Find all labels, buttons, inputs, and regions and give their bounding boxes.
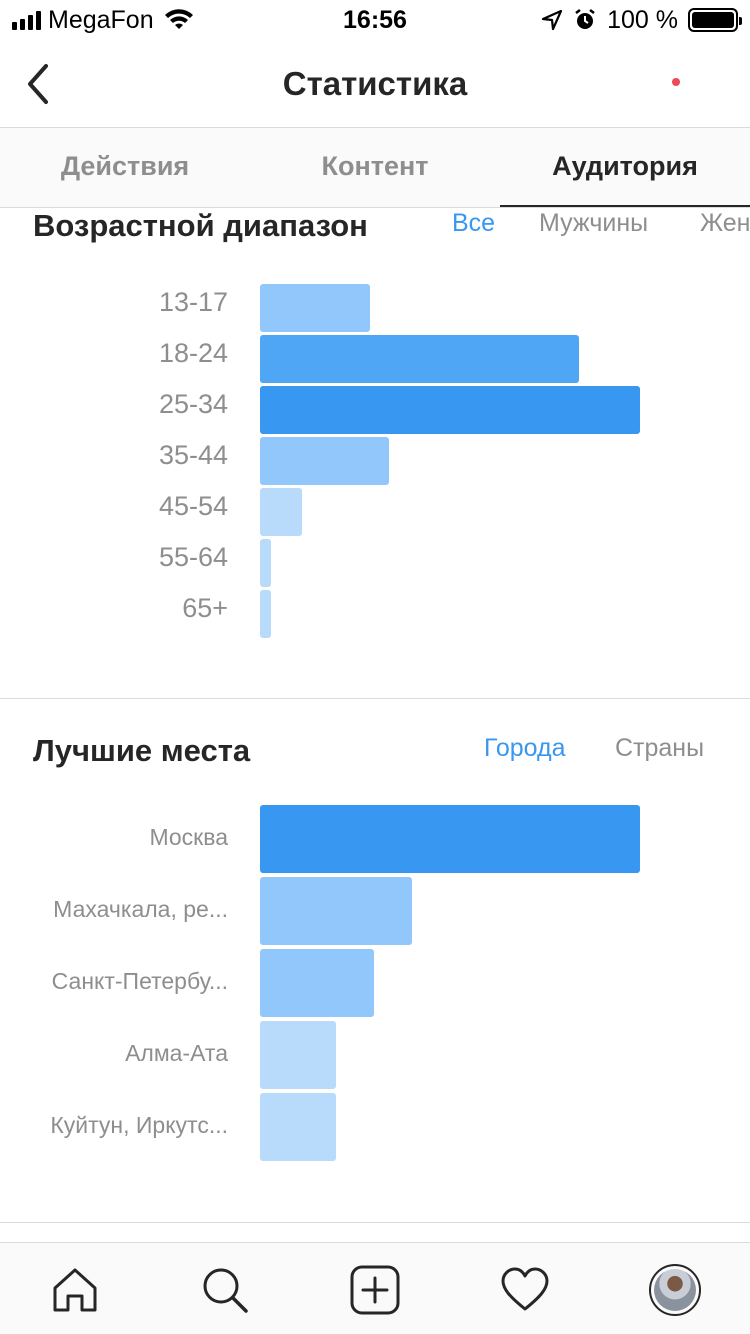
age-bar (260, 284, 370, 332)
city-bar-label: Алма-Ата (125, 1040, 228, 1066)
filter-all[interactable]: Все (452, 209, 496, 237)
age-bar-label: 35-44 (158, 440, 228, 470)
city-bar (260, 1093, 336, 1161)
city-bar-label: Санкт-Петербу... (51, 968, 228, 994)
age-bar-label: 13-17 (158, 287, 228, 317)
age-section-title: Возрастной диапазон (33, 208, 368, 243)
battery-percent: 100 % (607, 6, 678, 34)
section-divider (0, 698, 750, 699)
filter-cities[interactable]: Города (484, 734, 566, 762)
age-bar (260, 539, 271, 587)
filter-countries[interactable]: Страны (615, 734, 705, 762)
age-bar (260, 590, 271, 638)
city-bar (260, 805, 640, 873)
carrier-name: MegaFon (48, 6, 154, 34)
battery-icon (688, 8, 742, 32)
profile-button[interactable] (648, 1263, 702, 1317)
back-button[interactable] (20, 60, 64, 108)
tab-audience[interactable]: Аудитория (500, 128, 750, 207)
status-bar: MegaFon 16:56 100 % (0, 0, 750, 40)
tab-content[interactable]: Контент (321, 151, 429, 181)
age-bar-label: 18-24 (158, 338, 228, 368)
alarm-icon (575, 9, 595, 29)
city-bar (260, 1021, 336, 1089)
age-bar (260, 386, 640, 434)
tab-actions[interactable]: Действия (60, 151, 190, 181)
status-time: 16:56 (343, 6, 407, 34)
home-icon (53, 1268, 97, 1312)
new-post-button[interactable] (348, 1263, 402, 1317)
page-title: Статистика (282, 65, 468, 102)
bottom-tab-bar (0, 1242, 750, 1334)
heart-icon (501, 1267, 549, 1311)
add-post-icon (350, 1265, 400, 1315)
status-right: 100 % (541, 6, 742, 34)
home-button[interactable] (48, 1263, 102, 1317)
search-icon (203, 1268, 248, 1313)
places-section-title: Лучшие места (33, 733, 251, 768)
notification-dot (672, 78, 680, 86)
tab-bar: Действия Контент Аудитория (0, 128, 750, 208)
city-bar-label: Махачкала, ре... (53, 896, 228, 922)
chevron-left-icon (28, 64, 48, 104)
wifi-icon (164, 9, 193, 29)
age-bar-label: 55-64 (158, 542, 228, 572)
search-button[interactable] (198, 1263, 252, 1317)
filter-men[interactable]: Мужчины (539, 209, 649, 237)
age-bar-label: 25-34 (158, 389, 228, 419)
city-bar (260, 877, 412, 945)
activity-button[interactable] (498, 1263, 552, 1317)
age-bar-label: 45-54 (158, 491, 228, 521)
city-bar-label: Москва (149, 824, 228, 850)
age-bar (260, 488, 302, 536)
age-bar (260, 437, 389, 485)
section-divider (0, 1222, 750, 1223)
status-left: MegaFon (12, 6, 194, 34)
nav-bar: Статистика (0, 40, 750, 128)
profile-avatar (649, 1264, 701, 1316)
signal-icon (12, 10, 41, 30)
city-bar (260, 949, 374, 1017)
age-bar (260, 335, 579, 383)
city-bar-label: Куйтун, Иркутс... (50, 1112, 228, 1138)
age-bar-label: 65+ (182, 593, 228, 623)
location-arrow-icon (542, 9, 563, 31)
filter-women[interactable]: Жен (700, 209, 750, 237)
